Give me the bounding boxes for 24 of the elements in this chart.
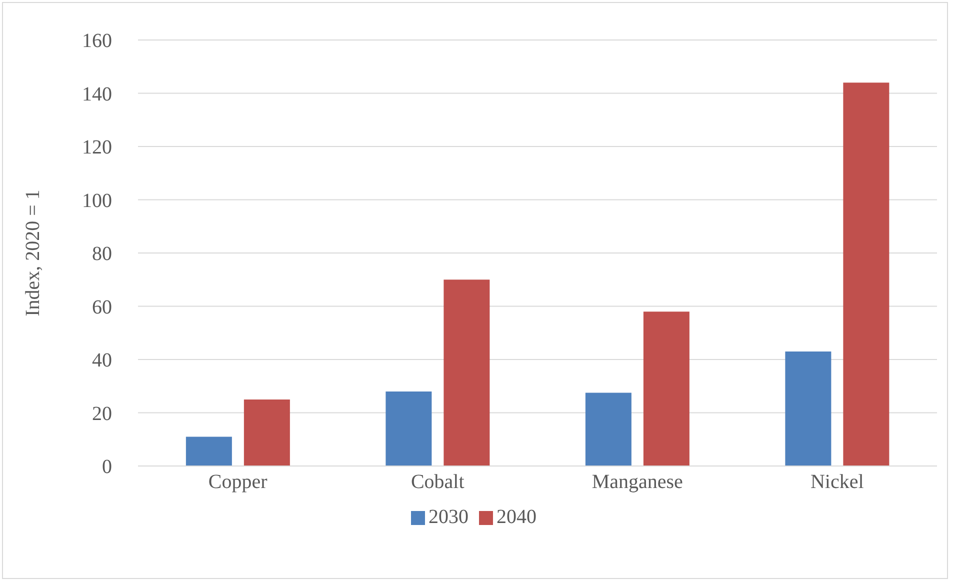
y-tick-label: 80 [92,243,112,266]
bar [444,280,490,466]
bar [785,352,832,466]
x-tick-label: Copper [208,471,268,494]
bar [585,392,632,466]
legend-label: 2030 [428,506,468,528]
y-tick-label: 60 [92,296,112,318]
y-tick-label: 120 [82,136,112,159]
x-tick-label: Cobalt [410,471,465,494]
y-tick-label: 0 [102,456,112,478]
y-tick-label: 40 [92,350,112,372]
y-axis-title: Index, 2020 = 1 [22,190,44,316]
legend-label: 2040 [496,506,536,528]
bar [186,436,232,466]
y-tick-label: 100 [82,190,112,212]
y-tick-label: 20 [92,402,112,425]
bar [643,312,690,466]
bar [843,82,890,466]
x-tick-label: Manganese [592,471,684,494]
bar [386,391,432,466]
y-tick-label: 160 [82,30,112,52]
x-tick-label: Nickel [810,471,864,494]
y-tick-label: 140 [82,83,112,106]
bar [244,399,290,466]
